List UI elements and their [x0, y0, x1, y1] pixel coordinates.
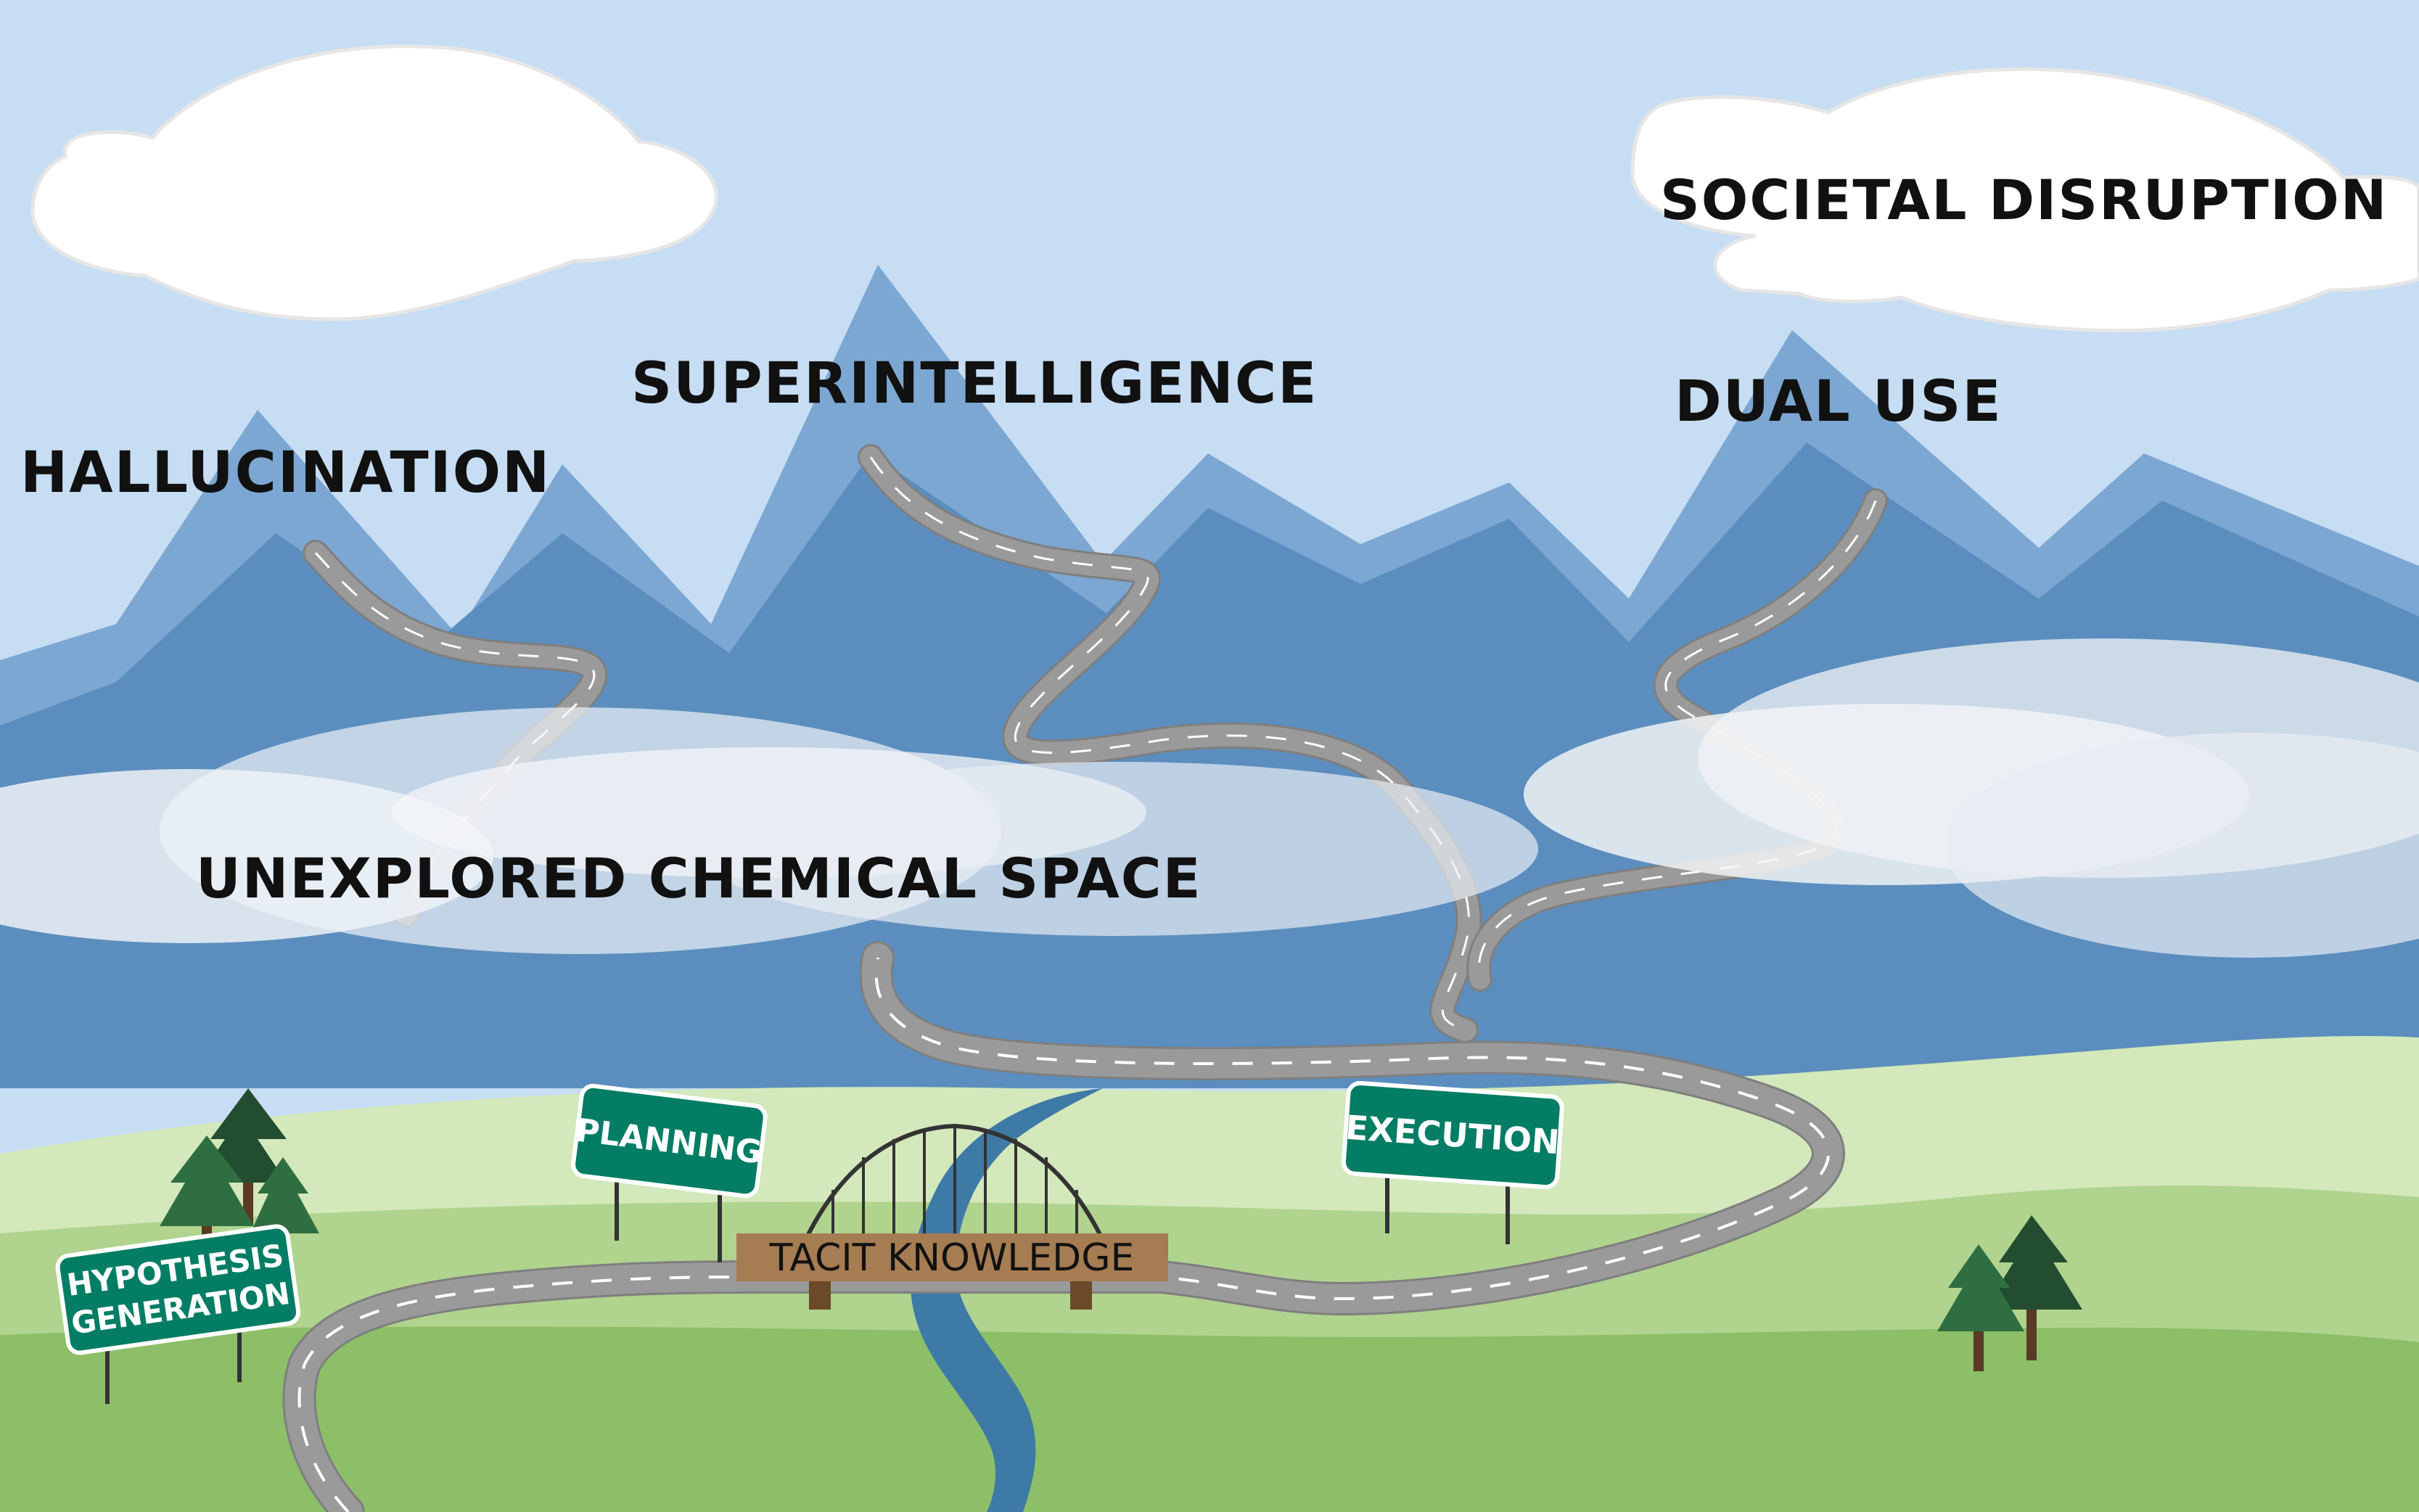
trees-left [160, 1088, 319, 1248]
bridge-cables [831, 1127, 1078, 1248]
fog-clouds [0, 638, 2419, 958]
bridge-arch [800, 1123, 1109, 1249]
cloud-top-right [1630, 67, 2419, 333]
bridge-label: TACIT KNOWLEDGE [769, 1236, 1135, 1280]
mountain-road-superintelligence [858, 444, 1482, 1043]
label-dual-use: DUAL USE [1675, 369, 2003, 435]
cloud-top-left [30, 44, 718, 321]
trees-right [1937, 1215, 2082, 1371]
bridge-leg-left [809, 1277, 831, 1310]
label-superintelligence: SUPERINTELLIGENCE [631, 351, 1318, 416]
label-unexplored-chemical-space: UNEXPLORED CHEMICAL SPACE [196, 846, 1202, 911]
river [910, 1088, 1103, 1512]
bridge-leg-right [1070, 1277, 1092, 1310]
bridge: TACIT KNOWLEDGE [736, 1123, 1168, 1310]
label-societal-disruption: SOCIETAL DISRUPTION [1660, 168, 2388, 232]
hill-dark [0, 1326, 2419, 1512]
sign-execution: EXECUTION [1341, 1080, 1564, 1244]
main-road [282, 941, 1845, 1512]
sign-planning: PLANNING [571, 1083, 768, 1262]
label-hallucination: HALLUCINATION [20, 440, 551, 506]
bridge-deck [736, 1233, 1168, 1281]
